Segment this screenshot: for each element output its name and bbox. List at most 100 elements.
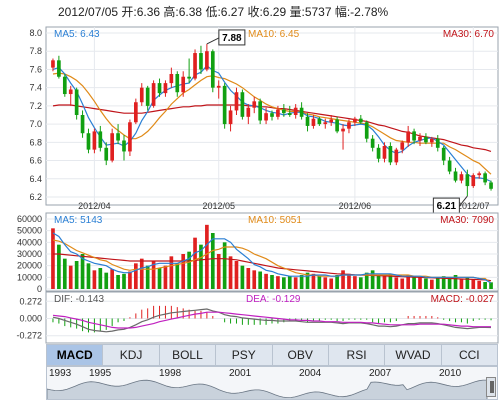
candlesticks — [51, 43, 493, 197]
volume-bar — [400, 278, 405, 289]
candle-body — [98, 131, 103, 148]
navigator-year-1993: 1993 — [49, 368, 72, 379]
candle-body — [80, 115, 85, 134]
candle-body — [459, 174, 464, 181]
candle-body — [86, 133, 91, 150]
candlestick — [341, 124, 345, 150]
candle-body — [447, 160, 452, 172]
candle-body — [145, 87, 150, 106]
volume-bar — [418, 277, 422, 289]
volume-bar — [394, 277, 399, 289]
volume-bar — [110, 269, 114, 289]
candle-body — [477, 173, 482, 176]
navigator-year-1995: 1995 — [89, 368, 112, 379]
tab-wvad[interactable]: WVAD — [385, 345, 442, 365]
candle-body — [68, 89, 73, 95]
legend-ma5: MA5: 6.43 — [54, 29, 100, 40]
volume-bar — [388, 273, 393, 289]
tab-obv[interactable]: OBV — [273, 345, 329, 365]
candle-body — [175, 74, 180, 93]
candle-body — [169, 74, 174, 84]
candlestick — [465, 169, 470, 197]
volume-bar — [258, 271, 262, 289]
tab-cci[interactable]: CCI — [458, 348, 480, 362]
tab-psy[interactable]: PSY — [216, 345, 273, 365]
candle-body — [465, 174, 470, 187]
navigator-handle[interactable] — [486, 377, 496, 397]
candle-body — [240, 92, 245, 117]
candlestick — [364, 120, 369, 143]
navigator-year-2001: 2001 — [229, 368, 252, 379]
volume-bar — [353, 276, 357, 289]
candle-body — [270, 113, 274, 117]
candlestick — [187, 58, 191, 84]
price-grid — [46, 27, 498, 205]
volume-bar — [364, 272, 369, 289]
volume-bar — [163, 265, 168, 289]
candlestick — [299, 102, 304, 120]
vol-legend-ma30: MA30: 7090 — [440, 215, 494, 226]
candlestick — [51, 58, 55, 72]
candlestick — [453, 167, 458, 183]
volume-bar — [347, 273, 351, 289]
candle-body — [364, 122, 369, 139]
volume-bar — [252, 270, 257, 289]
candlestick — [199, 45, 203, 74]
candle-body — [376, 147, 381, 159]
price-x-labels: 2012/04 2012/05 2012/06 2012/07 — [78, 201, 489, 211]
volume-bar — [282, 277, 286, 289]
volume-bars — [51, 224, 493, 289]
candlestick — [216, 80, 221, 99]
price-annotations: 7.88 6.21 — [206, 29, 468, 214]
candle-body — [216, 85, 221, 88]
candle-body — [62, 76, 67, 95]
candle-body — [57, 60, 61, 77]
candlestick — [287, 105, 292, 117]
volume-bar — [122, 273, 126, 289]
candlestick — [175, 71, 180, 97]
candle-body — [104, 147, 109, 161]
legend-ma30: MA30: 6.70 — [443, 29, 495, 40]
candlestick — [412, 128, 416, 145]
candlestick — [86, 128, 91, 154]
volume-bar — [483, 282, 487, 289]
macd-lines — [52, 308, 492, 333]
volume-bar — [453, 275, 458, 289]
tab-kdj[interactable]: KDJ — [103, 345, 160, 365]
candlestick — [104, 142, 109, 166]
price-x-label: 2012/05 — [202, 201, 235, 211]
candlestick — [430, 136, 434, 147]
candle-body — [317, 118, 322, 125]
tab-rsi[interactable]: RSI — [329, 345, 386, 365]
volume-bar — [323, 277, 328, 289]
candlestick — [181, 71, 186, 97]
volume-bar — [74, 261, 79, 289]
candlestick — [74, 87, 79, 120]
candlestick — [471, 173, 476, 188]
volume-bar — [335, 275, 339, 289]
candle-body — [347, 122, 351, 129]
volume-bar — [412, 276, 416, 289]
candle-body — [205, 51, 209, 70]
volume-bar — [376, 275, 381, 289]
legend-ma10: MA10: 6.45 — [248, 29, 300, 40]
price-y-tick: 6.8 — [29, 137, 42, 147]
candlestick — [388, 142, 393, 166]
tab-macd[interactable]: MACD — [47, 345, 104, 365]
dea-line — [52, 311, 491, 329]
history-navigator[interactable]: 1993 1995 1998 2001 2004 2007 2010 — [46, 366, 498, 400]
candlestick — [110, 128, 114, 163]
indicator-tabbar: MACD KDJ BOLL PSY OBV RSI WVAD CCI — [46, 344, 498, 366]
candlestick — [305, 113, 310, 132]
volume-bar — [205, 224, 209, 289]
candle-body — [210, 51, 215, 88]
candlestick — [441, 145, 446, 166]
candlestick — [370, 135, 375, 152]
candle-body — [51, 60, 55, 68]
annotation-leader — [458, 195, 468, 207]
tab-boll[interactable]: BOLL — [160, 345, 217, 365]
candlestick — [92, 128, 97, 154]
candlestick — [98, 125, 103, 152]
candlestick — [134, 98, 138, 125]
candle-body — [335, 119, 339, 132]
